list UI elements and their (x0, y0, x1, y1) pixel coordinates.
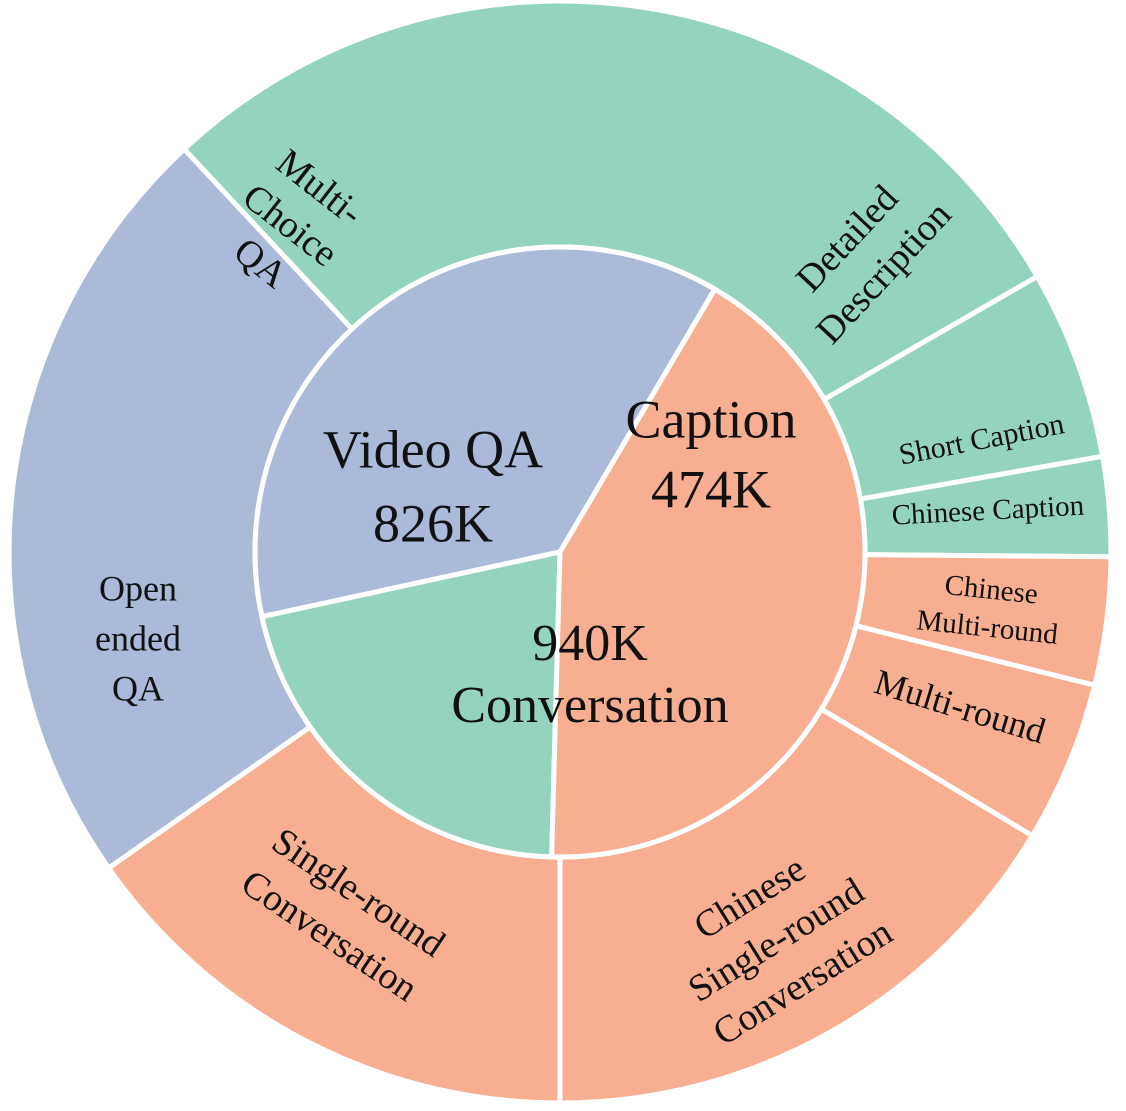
inner-wedge-caption (259, 549, 563, 860)
outer-label-line: Open (99, 568, 177, 608)
inner-ring (252, 244, 868, 860)
inner-label-conversation-value: 940K (532, 615, 648, 672)
outer-label-line: QA (112, 668, 164, 708)
inner-label-caption-name: Caption (626, 389, 797, 449)
inner-label-conversation-name: Conversation (451, 677, 728, 734)
outer-label-open-ended-qa: Open ended QA (95, 568, 181, 708)
inner-label-caption-value: 474K (651, 459, 771, 519)
inner-label-video-qa-name: Video QA (323, 419, 543, 479)
outer-ring (6, 0, 1114, 1106)
outer-label-line: ended (95, 618, 181, 658)
inner-label-video-qa-value: 826K (373, 493, 493, 553)
inner-wedge-video-qa (252, 244, 718, 620)
inner-wedge-conversation (549, 286, 868, 860)
